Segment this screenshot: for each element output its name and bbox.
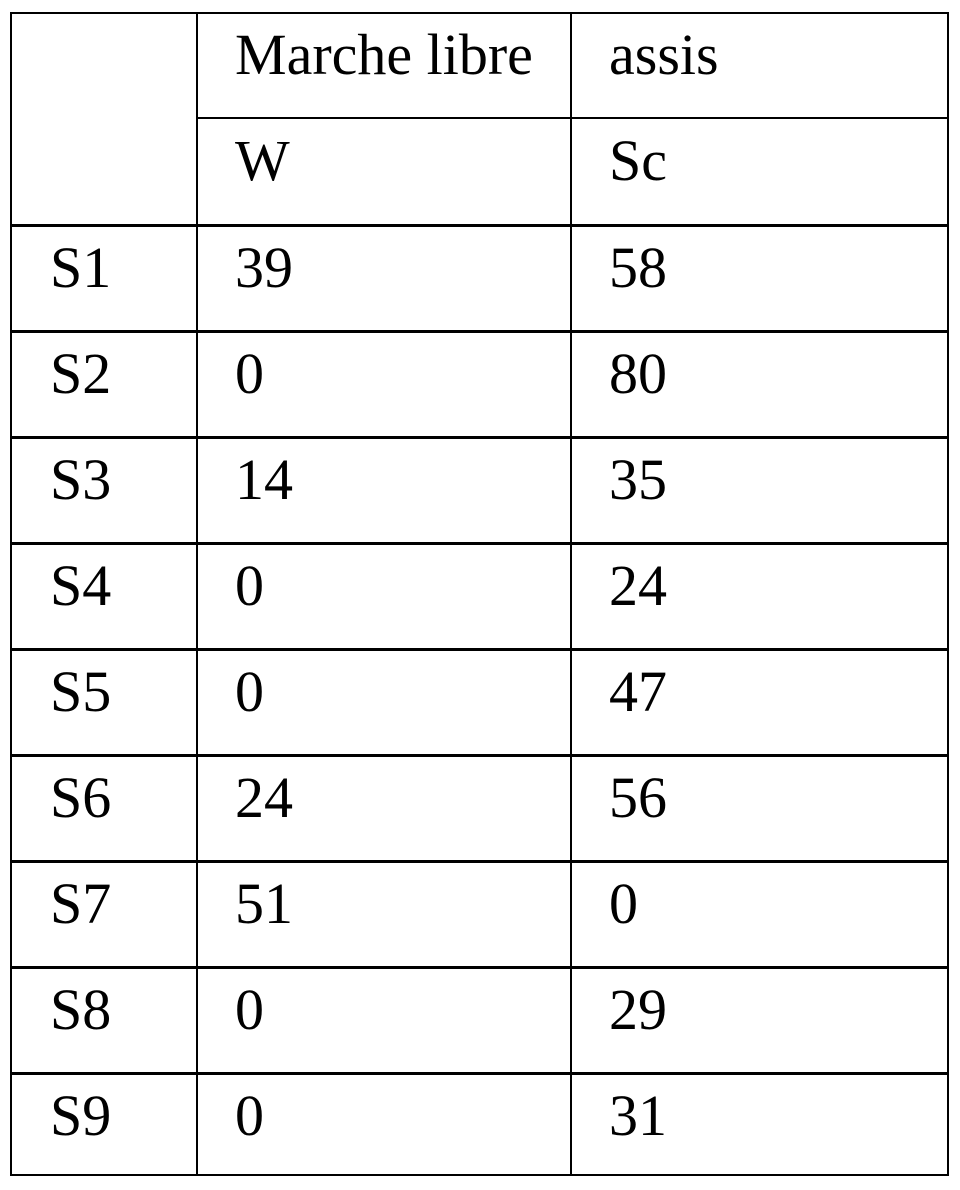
cell-w: 14 [235, 447, 293, 512]
header-assis: assis [609, 22, 719, 87]
row-divider [10, 754, 949, 757]
row-divider [10, 648, 949, 651]
cell-sc: 47 [609, 659, 667, 724]
row-divider [10, 224, 949, 227]
cell-w: 0 [235, 977, 264, 1042]
cell-w: 0 [235, 659, 264, 724]
row-divider [10, 330, 949, 333]
row-divider [10, 1072, 949, 1075]
cell-w: 51 [235, 871, 293, 936]
cell-sc: 0 [609, 871, 638, 936]
row-label: S1 [50, 235, 112, 300]
cell-w: 0 [235, 1083, 264, 1148]
cell-sc: 58 [609, 235, 667, 300]
row-divider [10, 966, 949, 969]
row-label: S6 [50, 765, 112, 830]
column-divider [196, 12, 198, 1176]
header-divider [196, 117, 947, 119]
cell-sc: 31 [609, 1083, 667, 1148]
table-border-bottom [10, 1174, 949, 1176]
table-border-left [10, 12, 12, 1176]
cell-w: 39 [235, 235, 293, 300]
row-divider [10, 436, 949, 439]
cell-sc: 35 [609, 447, 667, 512]
table-border-top [10, 12, 949, 14]
row-label: S5 [50, 659, 112, 724]
header-w: W [235, 128, 290, 193]
cell-w: 24 [235, 765, 293, 830]
cell-w: 0 [235, 341, 264, 406]
cell-sc: 29 [609, 977, 667, 1042]
cell-sc: 80 [609, 341, 667, 406]
row-label: S2 [50, 341, 112, 406]
row-label: S4 [50, 553, 112, 618]
header-marche-libre: Marche libre [235, 22, 533, 87]
row-label: S9 [50, 1083, 112, 1148]
table-border-right [947, 12, 949, 1176]
row-label: S7 [50, 871, 112, 936]
row-divider [10, 542, 949, 545]
column-divider [570, 12, 572, 1176]
cell-sc: 24 [609, 553, 667, 618]
cell-w: 0 [235, 553, 264, 618]
row-divider [10, 860, 949, 863]
header-sc: Sc [609, 128, 667, 193]
row-label: S3 [50, 447, 112, 512]
row-label: S8 [50, 977, 112, 1042]
cell-sc: 56 [609, 765, 667, 830]
